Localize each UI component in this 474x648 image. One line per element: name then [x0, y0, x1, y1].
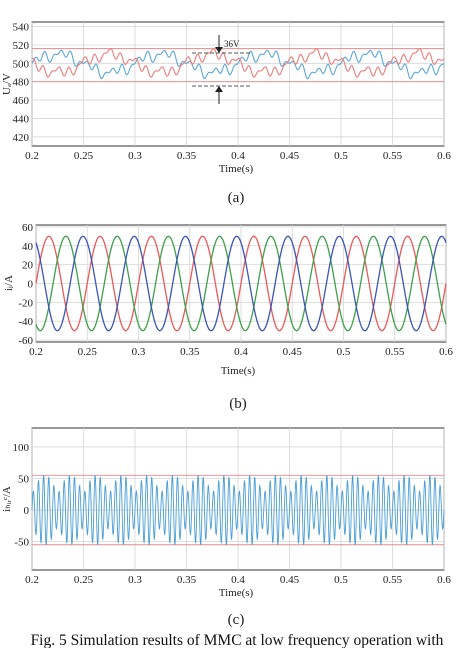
- x-tick-label: 0.2: [25, 150, 39, 162]
- annotation-down-arrowhead: [215, 47, 223, 53]
- y-tick-label: -60: [18, 335, 33, 347]
- x-tick-label: 0.55: [383, 574, 403, 586]
- panel-c: 0.2 0.25 0.3 0.35 0.4 0.45 0.5 0.55 0.6 100 50 0 -50…: [1, 427, 452, 628]
- x-tick-label: 0.35: [180, 346, 200, 358]
- y-tick-label: 420: [13, 132, 30, 144]
- annotation-36v: 36V: [192, 35, 252, 104]
- y-tick-label: -20: [18, 297, 33, 309]
- x-tick-label: 0.25: [74, 150, 94, 162]
- panel-c-series: [31, 475, 445, 545]
- voltage-series-2: [31, 48, 445, 78]
- panel-a-series: [31, 48, 445, 80]
- panel-c-label: (c): [228, 612, 245, 628]
- y-tick-label: 520: [13, 40, 30, 52]
- phase-current-3: [35, 235, 447, 332]
- x-tick-label: 0.45: [283, 346, 303, 358]
- x-tick-label: 0.2: [25, 574, 39, 586]
- x-tick-label: 0.35: [177, 574, 197, 586]
- x-tick-label: 0.55: [383, 150, 403, 162]
- annotation-up-arrowhead: [215, 86, 223, 92]
- phase-current-2: [35, 235, 447, 332]
- y-tick-label: 0: [24, 505, 30, 517]
- panel-a-grid: [31, 22, 445, 146]
- y-tick-label: 480: [13, 77, 30, 89]
- x-tick-label: 0.4: [231, 150, 245, 162]
- x-tick-label: 0.2: [29, 346, 43, 358]
- x-tick-label: 0.4: [234, 346, 248, 358]
- voltage-series-1: [31, 49, 445, 80]
- y-tick-label: 100: [13, 442, 30, 454]
- panel-a: 0.2 0.25 0.3 0.35 0.4 0.45 0.5 0.55 0.6 420 440 460…: [1, 21, 452, 206]
- x-tick-label: 0.6: [437, 150, 451, 162]
- x-tick-label: 0.3: [128, 574, 142, 586]
- panel-a-ylabel: Uₐ/V: [1, 73, 13, 95]
- y-tick-label: -50: [14, 537, 29, 549]
- panel-b-ticks: 0.2 0.25 0.3 0.35 0.4 0.45 0.5 0.55 0.6 60 40 20 0 -2…: [18, 222, 453, 358]
- panel-b-xlabel: Time(s): [221, 365, 256, 377]
- x-tick-label: 0.5: [337, 346, 351, 358]
- x-tick-label: 0.25: [78, 346, 98, 358]
- x-tick-label: 0.4: [231, 574, 245, 586]
- x-tick-label: 0.6: [437, 574, 451, 586]
- y-tick-label: 460: [13, 95, 30, 107]
- panel-c-ticks: 0.2 0.25 0.3 0.35 0.4 0.45 0.5 0.55 0.6 100 50 0 -50: [13, 442, 452, 586]
- y-tick-label: 440: [13, 113, 30, 125]
- panel-a-ticks: 0.2 0.25 0.3 0.35 0.4 0.45 0.5 0.55 0.6 420 440 460…: [13, 22, 452, 162]
- x-tick-label: 0.25: [74, 574, 94, 586]
- x-tick-label: 0.45: [280, 574, 300, 586]
- x-tick-label: 0.5: [334, 574, 348, 586]
- y-tick-label: 40: [22, 241, 34, 253]
- panel-c-xlabel: Time(s): [219, 587, 254, 599]
- y-tick-label: 0: [28, 279, 34, 291]
- x-tick-label: 0.35: [177, 150, 197, 162]
- phase-current-1: [35, 235, 447, 332]
- y-tick-label: 540: [13, 22, 30, 34]
- x-tick-label: 0.6: [439, 346, 453, 358]
- panel-b-ylabel: iⱼ/A: [3, 275, 15, 291]
- y-tick-label: 50: [18, 473, 30, 485]
- x-tick-label: 0.5: [334, 150, 348, 162]
- y-tick-label: -40: [18, 316, 33, 328]
- x-tick-label: 0.55: [385, 346, 405, 358]
- panel-a-label: (a): [228, 190, 245, 206]
- y-tick-label: 500: [13, 58, 30, 70]
- x-tick-label: 0.3: [132, 346, 146, 358]
- circulating-current: [31, 475, 445, 545]
- figure-caption: Fig. 5 Simulation results of MMC at low …: [31, 632, 444, 648]
- panel-b-label: (b): [229, 396, 247, 412]
- annotation-label: 36V: [224, 39, 240, 49]
- panel-c-ylabel: iₕᵢᵣᶜ/A: [1, 486, 13, 512]
- panel-b-series: [35, 235, 447, 332]
- y-tick-label: 20: [22, 260, 34, 272]
- x-tick-label: 0.45: [280, 150, 300, 162]
- y-tick-label: 60: [22, 222, 34, 234]
- x-tick-label: 0.3: [128, 150, 142, 162]
- panel-a-xlabel: Time(s): [219, 163, 254, 175]
- panel-b: 0.2 0.25 0.3 0.35 0.4 0.45 0.5 0.55 0.6 60 40 20 0 -2…: [3, 222, 453, 412]
